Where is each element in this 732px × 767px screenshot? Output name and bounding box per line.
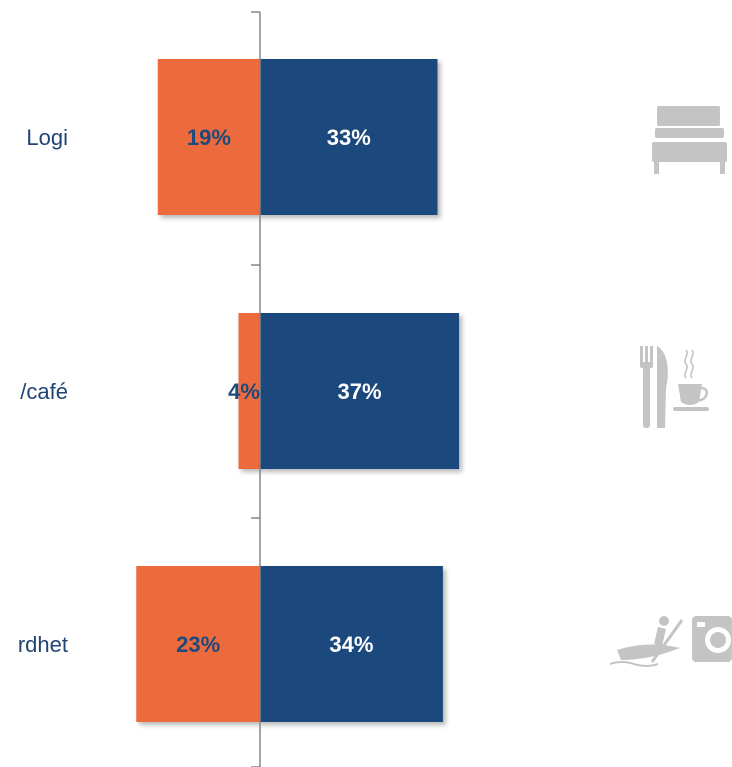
- bar-left-1: [238, 313, 260, 469]
- cutlery-cup-icon: [640, 346, 709, 428]
- bar-right-1: [260, 313, 460, 469]
- category-label: /café: [20, 379, 68, 404]
- data-label-right: 34%: [329, 632, 373, 657]
- category-label: Logi: [26, 125, 68, 150]
- data-label-left: 23%: [176, 632, 220, 657]
- bar-left-0: [157, 59, 260, 215]
- bar-left-2: [136, 566, 260, 722]
- data-label-left: 19%: [187, 125, 231, 150]
- data-label-right: 33%: [327, 125, 371, 150]
- bar-right-0: [260, 59, 438, 215]
- bed-icon: [652, 106, 727, 174]
- category-label: rdhet: [18, 632, 68, 657]
- bar-right-2: [260, 566, 443, 722]
- data-label-right: 37%: [338, 379, 382, 404]
- activity-camera-icon: [609, 616, 732, 667]
- data-label-left: 4%: [228, 379, 260, 404]
